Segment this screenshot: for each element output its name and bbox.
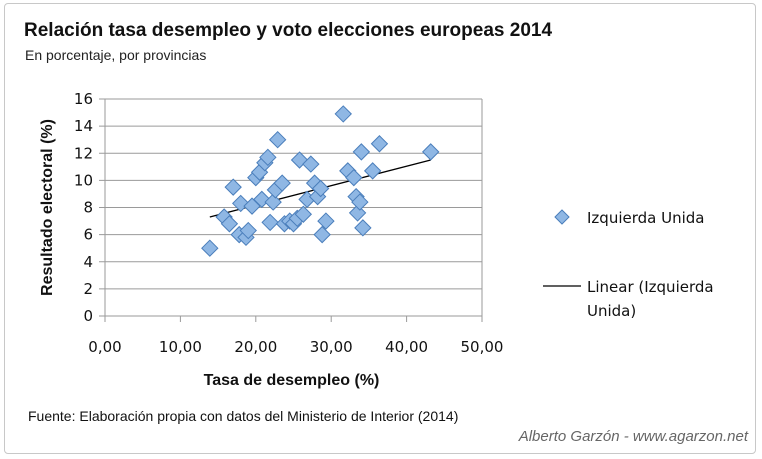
chart-frame [4, 3, 756, 454]
y-axis-label: Resultado electoral (%) [39, 119, 56, 296]
y-tick-label: 16 [74, 90, 93, 108]
y-tick-label: 2 [83, 280, 93, 298]
data-points [201, 105, 440, 257]
chart-title: Relación tasa desempleo y voto eleccione… [24, 20, 553, 41]
legend-label-izquierda-unida: Izquierda Unida [587, 209, 704, 227]
data-point [253, 190, 271, 209]
author-credit: Alberto Garzón - www.agarzon.net [518, 428, 748, 445]
source-note: Fuente: Elaboración propia con datos del… [28, 408, 459, 424]
data-point [345, 168, 363, 187]
x-tick-label: 40,00 [385, 338, 428, 356]
data-point [302, 155, 320, 173]
data-point [317, 212, 335, 230]
y-tick-label: 0 [83, 307, 93, 325]
data-point [313, 225, 331, 244]
y-tick-label: 12 [74, 144, 93, 162]
y-axis-ticks: 0 2 4 6 8 10 12 14 16 [74, 90, 93, 325]
gridlines [99, 98, 483, 322]
data-point [363, 162, 382, 180]
data-point [311, 179, 330, 198]
data-point [294, 205, 313, 223]
data-point [352, 143, 371, 161]
data-point [334, 105, 352, 123]
x-axis-label: Tasa de desempleo (%) [204, 372, 380, 389]
legend-label-trendline: Linear (Izquierda Unida) [587, 278, 714, 320]
data-point [239, 221, 257, 240]
data-point [201, 239, 219, 257]
x-axis-ticks: 0,00 10,00 20,00 30,00 40,00 50,00 [88, 338, 503, 356]
y-tick-label: 14 [74, 117, 93, 135]
legend: Izquierda Unida Linear (Izquierda Unida) [543, 209, 714, 320]
data-point [220, 215, 239, 233]
x-tick-label: 50,00 [461, 338, 504, 356]
y-tick-label: 6 [83, 226, 93, 244]
data-point [259, 148, 277, 167]
x-tick-label: 0,00 [88, 338, 121, 356]
data-point [261, 213, 279, 232]
legend-marker-izquierda-unida [554, 209, 570, 225]
data-point [351, 193, 369, 211]
chart-subtitle: En porcentaje, por provincias [25, 47, 207, 63]
x-tick-label: 10,00 [159, 338, 202, 356]
y-tick-label: 4 [83, 253, 93, 271]
data-point [370, 135, 389, 153]
x-tick-label: 20,00 [234, 338, 277, 356]
data-point [354, 219, 372, 237]
y-tick-label: 10 [74, 171, 93, 189]
data-point [273, 174, 291, 192]
data-point [422, 143, 440, 161]
x-tick-label: 30,00 [310, 338, 353, 356]
data-point [268, 130, 287, 149]
y-tick-label: 8 [83, 199, 93, 217]
data-point [264, 193, 282, 211]
data-point [224, 178, 242, 196]
